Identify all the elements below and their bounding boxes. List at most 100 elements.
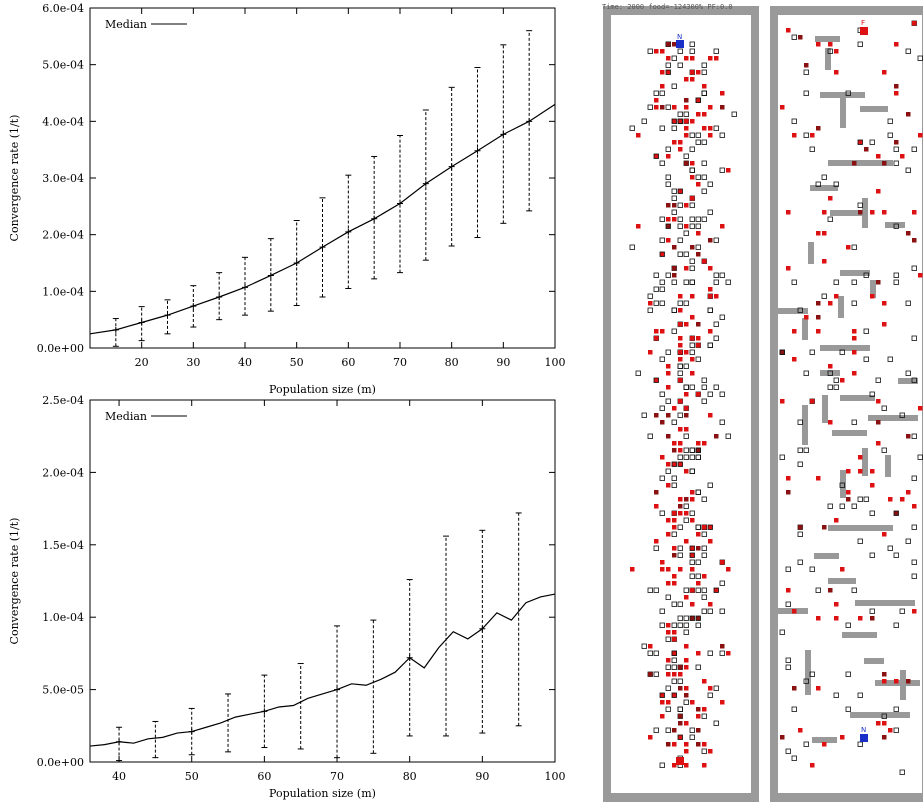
ant-cell — [846, 490, 851, 495]
ant-cell-loaded — [678, 686, 683, 691]
pheromone-cell — [689, 265, 695, 271]
pheromone-cell — [689, 615, 695, 621]
pheromone-cell — [689, 384, 695, 390]
pheromone-cell — [869, 552, 875, 558]
pheromone-cell — [647, 48, 653, 54]
pheromone-cell — [689, 146, 695, 152]
median-point — [190, 303, 197, 310]
ant-cell-loaded — [684, 413, 689, 418]
wall-segment — [855, 600, 915, 606]
pheromone-cell — [791, 755, 797, 761]
median-point — [397, 200, 403, 207]
pheromone-cell — [863, 272, 869, 278]
ant-cell — [672, 525, 677, 530]
pheromone-cell — [701, 398, 707, 404]
ant-cell-loaded — [912, 238, 917, 243]
ant-cell — [672, 546, 677, 551]
pheromone-cell — [671, 650, 677, 656]
ant-cell — [690, 588, 695, 593]
ant-cell-loaded — [666, 742, 671, 747]
pheromone-cell — [671, 419, 677, 425]
nest-label-right: N — [861, 726, 866, 734]
ant-cell — [678, 308, 683, 313]
wall-segment — [820, 370, 840, 376]
pheromone-cell — [713, 237, 719, 243]
ant-cell — [834, 602, 839, 607]
pheromone-cell — [665, 349, 671, 355]
ant-cell — [822, 259, 827, 264]
pheromone-cell — [815, 587, 821, 593]
plot-frame — [89, 399, 556, 763]
wall-segment — [820, 345, 870, 351]
pheromone-cell — [839, 503, 845, 509]
ant-cell — [882, 210, 887, 215]
wall-segment — [802, 318, 808, 340]
ant-cell — [672, 511, 677, 516]
wall-segment — [820, 92, 865, 98]
pheromone-cell — [671, 664, 677, 670]
ant-cell — [666, 630, 671, 635]
wall-segment — [885, 455, 891, 477]
ant-cell-loaded — [804, 63, 809, 68]
pheromone-cell — [689, 216, 695, 222]
ant-cell — [660, 700, 665, 705]
ant-cell — [900, 154, 905, 159]
ant-cell-loaded — [696, 546, 701, 551]
pheromone-cell — [695, 489, 701, 495]
ant-cell-loaded — [666, 224, 671, 229]
x-tick-label: 50 — [185, 770, 199, 783]
ant-cell — [660, 329, 665, 334]
ant-cell-loaded — [882, 672, 887, 677]
y-tick-label: 2.0e-04 — [42, 229, 84, 242]
ant-cell-loaded — [672, 266, 677, 271]
pheromone-cell — [695, 244, 701, 250]
ant-cell — [648, 644, 653, 649]
ant-cell — [810, 763, 815, 768]
pheromone-cell — [653, 286, 659, 292]
pheromone-cell — [659, 622, 665, 628]
ant-cell-loaded — [678, 504, 683, 509]
ant-cell — [696, 231, 701, 236]
ant-cell-loaded — [798, 35, 803, 40]
ant-cell-loaded — [672, 203, 677, 208]
ant-cell — [684, 392, 689, 397]
ant-cell — [786, 476, 791, 481]
ant-cell — [672, 462, 677, 467]
ant-cell — [690, 567, 695, 572]
ant-cell-loaded — [864, 147, 869, 152]
pheromone-cell — [665, 685, 671, 691]
pheromone-cell — [791, 34, 797, 40]
ant-cell — [666, 518, 671, 523]
pheromone-cell — [683, 153, 689, 159]
median-point — [112, 326, 119, 333]
ant-cell — [702, 259, 707, 264]
ant-cell-loaded — [672, 448, 677, 453]
ant-cell — [690, 700, 695, 705]
pheromone-cell — [653, 377, 659, 383]
wall-segment — [898, 378, 918, 384]
pheromone-cell — [653, 153, 659, 159]
median-point — [500, 131, 507, 138]
wall-segment — [900, 670, 906, 700]
ant-cell — [660, 70, 665, 75]
ant-cell-loaded — [672, 553, 677, 558]
wall-segment — [838, 296, 844, 318]
pheromone-cell — [791, 279, 797, 285]
wall-segment — [840, 470, 846, 498]
median-point — [319, 244, 326, 251]
ant-cell — [690, 490, 695, 495]
ant-cell — [702, 441, 707, 446]
pheromone-cell — [881, 713, 887, 719]
pheromone-cell — [719, 272, 725, 278]
pheromone-cell — [671, 209, 677, 215]
x-tick-label: 90 — [475, 770, 489, 783]
ant-cell — [648, 301, 653, 306]
pheromone-cell — [653, 650, 659, 656]
ant-cell — [822, 210, 827, 215]
wall-segment — [840, 98, 846, 128]
ant-cell — [684, 665, 689, 670]
y-tick-label: 1.0e-04 — [42, 285, 84, 298]
ant-cell — [828, 42, 833, 47]
ant-cell — [858, 140, 863, 145]
pheromone-cell — [671, 531, 677, 537]
